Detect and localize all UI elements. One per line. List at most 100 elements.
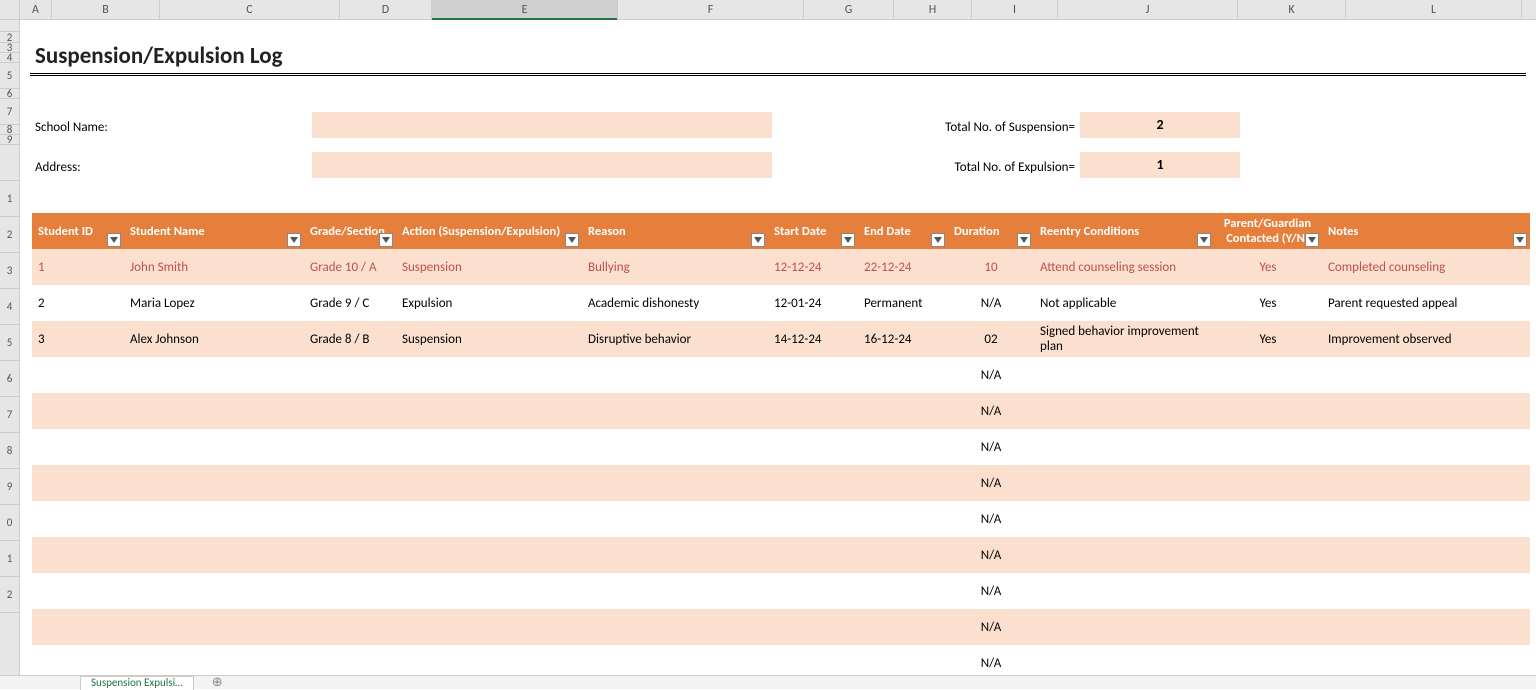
table-cell[interactable]	[858, 573, 948, 609]
table-cell[interactable]: N/A	[948, 465, 1034, 501]
table-header-cell[interactable]: Start Date	[768, 213, 858, 249]
column-header-H[interactable]: H	[894, 0, 972, 19]
row-header[interactable]: 2	[0, 217, 19, 253]
table-cell[interactable]: 02	[948, 321, 1034, 357]
table-header-cell[interactable]: Student Name	[124, 213, 304, 249]
add-sheet-button[interactable]: ⊕	[212, 675, 223, 690]
column-header-F[interactable]: F	[618, 0, 804, 19]
table-cell[interactable]: Parent requested appeal	[1322, 285, 1530, 321]
table-cell[interactable]: John Smith	[124, 249, 304, 285]
table-cell[interactable]: Academic dishonesty	[582, 285, 768, 321]
table-cell[interactable]	[32, 573, 124, 609]
column-header-L[interactable]: L	[1346, 0, 1522, 19]
table-cell[interactable]: Alex Johnson	[124, 321, 304, 357]
filter-dropdown-icon[interactable]	[1197, 233, 1211, 247]
row-header[interactable]: 4	[0, 289, 19, 325]
table-row[interactable]: N/A	[32, 393, 1530, 429]
table-cell[interactable]	[304, 537, 396, 573]
table-cell[interactable]	[858, 429, 948, 465]
table-cell[interactable]	[768, 573, 858, 609]
table-cell[interactable]	[1034, 429, 1214, 465]
table-header-cell[interactable]: Parent/Guardian Contacted (Y/N)	[1214, 213, 1322, 249]
table-cell[interactable]	[1214, 537, 1322, 573]
table-row[interactable]: N/A	[32, 537, 1530, 573]
address-input[interactable]	[312, 152, 772, 178]
table-cell[interactable]	[768, 537, 858, 573]
table-cell[interactable]: Suspension	[396, 249, 582, 285]
row-header[interactable]: 6	[0, 361, 19, 397]
table-cell[interactable]	[304, 465, 396, 501]
table-cell[interactable]	[768, 609, 858, 645]
row-header[interactable]: 3	[0, 253, 19, 289]
table-cell[interactable]	[396, 573, 582, 609]
table-cell[interactable]: Permanent	[858, 285, 948, 321]
table-cell[interactable]	[396, 393, 582, 429]
table-cell[interactable]	[582, 465, 768, 501]
table-cell[interactable]	[1034, 609, 1214, 645]
table-cell[interactable]	[1034, 393, 1214, 429]
table-cell[interactable]	[124, 357, 304, 393]
filter-dropdown-icon[interactable]	[1513, 233, 1527, 247]
table-cell[interactable]	[396, 609, 582, 645]
table-cell[interactable]: N/A	[948, 357, 1034, 393]
table-cell[interactable]: N/A	[948, 501, 1034, 537]
row-header[interactable]: 7	[0, 99, 19, 125]
table-cell[interactable]: N/A	[948, 429, 1034, 465]
table-cell[interactable]: 2	[32, 285, 124, 321]
table-cell[interactable]: 14-12-24	[768, 321, 858, 357]
filter-dropdown-icon[interactable]	[107, 233, 121, 247]
table-cell[interactable]	[768, 429, 858, 465]
table-cell[interactable]	[1322, 609, 1530, 645]
table-cell[interactable]: Yes	[1214, 321, 1322, 357]
column-header-A[interactable]: A	[20, 0, 52, 19]
table-row[interactable]: 3Alex JohnsonGrade 8 / BSuspensionDisrup…	[32, 321, 1530, 357]
column-header-I[interactable]: I	[972, 0, 1058, 19]
table-cell[interactable]	[858, 393, 948, 429]
table-cell[interactable]: 12-01-24	[768, 285, 858, 321]
column-header-D[interactable]: D	[340, 0, 432, 19]
table-row[interactable]: 2Maria LopezGrade 9 / CExpulsionAcademic…	[32, 285, 1530, 321]
table-cell[interactable]	[1214, 393, 1322, 429]
table-cell[interactable]: Completed counseling	[1322, 249, 1530, 285]
table-cell[interactable]	[32, 357, 124, 393]
worksheet-grid[interactable]: Suspension/Expulsion Log School Name: Ad…	[20, 20, 1536, 675]
table-cell[interactable]	[32, 537, 124, 573]
table-cell[interactable]	[124, 501, 304, 537]
column-header-J[interactable]: J	[1058, 0, 1238, 19]
table-cell[interactable]	[1322, 429, 1530, 465]
table-cell[interactable]	[124, 537, 304, 573]
table-cell[interactable]	[1034, 465, 1214, 501]
filter-dropdown-icon[interactable]	[841, 233, 855, 247]
table-cell[interactable]	[1214, 573, 1322, 609]
table-header-cell[interactable]: Notes	[1322, 213, 1530, 249]
table-cell[interactable]	[858, 465, 948, 501]
table-cell[interactable]	[1322, 573, 1530, 609]
row-header[interactable]: 9	[0, 135, 19, 145]
table-row[interactable]: N/A	[32, 573, 1530, 609]
row-header[interactable]: 9	[0, 469, 19, 505]
table-cell[interactable]: Suspension	[396, 321, 582, 357]
table-cell[interactable]	[858, 537, 948, 573]
row-header[interactable]: 1	[0, 181, 19, 217]
table-cell[interactable]	[124, 393, 304, 429]
table-header-cell[interactable]: Student ID	[32, 213, 124, 249]
table-cell[interactable]: Yes	[1214, 285, 1322, 321]
table-cell[interactable]: N/A	[948, 609, 1034, 645]
table-cell[interactable]	[304, 393, 396, 429]
table-cell[interactable]	[396, 501, 582, 537]
table-cell[interactable]: Yes	[1214, 249, 1322, 285]
table-cell[interactable]	[32, 429, 124, 465]
table-row[interactable]: N/A	[32, 609, 1530, 645]
table-cell[interactable]	[396, 357, 582, 393]
column-header-E[interactable]: E	[432, 0, 618, 19]
table-header-cell[interactable]: Action (Suspension/Expulsion)	[396, 213, 582, 249]
table-cell[interactable]	[32, 393, 124, 429]
table-cell[interactable]	[768, 501, 858, 537]
table-cell[interactable]	[396, 465, 582, 501]
table-cell[interactable]: Grade 9 / C	[304, 285, 396, 321]
table-cell[interactable]	[858, 501, 948, 537]
filter-dropdown-icon[interactable]	[751, 233, 765, 247]
table-header-cell[interactable]: Reentry Conditions	[1034, 213, 1214, 249]
table-cell[interactable]: 1	[32, 249, 124, 285]
table-cell[interactable]	[1322, 393, 1530, 429]
